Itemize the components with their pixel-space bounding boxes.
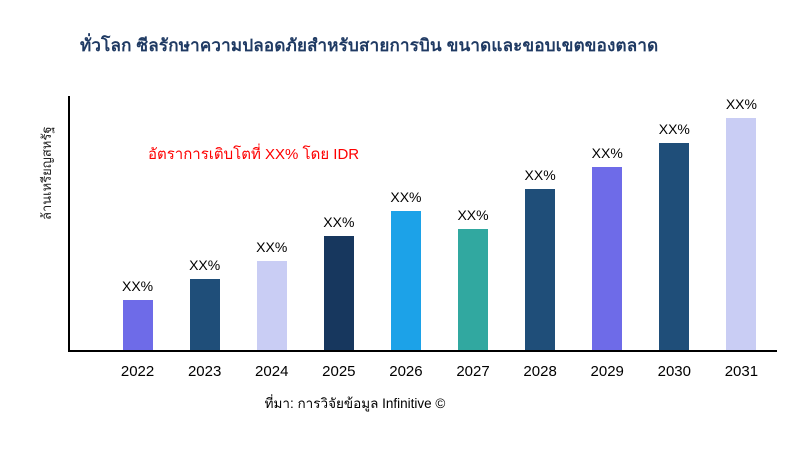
x-axis-tick-2023: 2023: [187, 363, 222, 380]
bar-2030[interactable]: [659, 143, 690, 350]
x-axis-line: [68, 350, 777, 352]
x-axis-tick-2026: 2026: [389, 363, 423, 380]
growth-rate-annotation: อัตราการเติบโตที่ XX% โดย IDR: [148, 146, 360, 163]
bar-value-label: XX%: [591, 145, 623, 161]
y-axis-line: [68, 96, 70, 352]
bar-value-label: XX%: [658, 121, 690, 137]
chart-title: ทั่วโลก ซีลรักษาความปลอดภัยสำหรับสายการบ…: [80, 36, 659, 55]
x-axis-tick-2030: 2030: [657, 363, 691, 380]
bar-2026[interactable]: [390, 211, 421, 350]
bar-2029[interactable]: [592, 167, 623, 350]
bar-value-label: XX%: [725, 96, 757, 112]
source-caption: ที่มา: การวิจัยข้อมูล Infinitive ©: [264, 396, 446, 411]
x-axis-tick-2025: 2025: [322, 363, 356, 380]
bar-value-label: XX%: [524, 167, 556, 183]
bar-2028[interactable]: [525, 189, 556, 350]
bar-value-label: XX%: [121, 278, 154, 294]
x-axis-tick-2024: 2024: [255, 363, 289, 380]
bar-2022[interactable]: [122, 300, 153, 350]
x-axis-tick-2027: 2027: [456, 363, 490, 380]
bar-group-2029: XX% 2029: [591, 145, 624, 380]
bar-group-2027: XX% 2027: [456, 207, 489, 380]
bar-group-2023: XX% 2023: [188, 257, 221, 380]
bar-group-2031: XX% 2031: [725, 96, 758, 380]
bar-2031[interactable]: [726, 118, 757, 350]
x-axis-tick-2022: 2022: [120, 363, 155, 380]
bar-group-2028: XX% 2028: [523, 167, 556, 380]
bar-2027[interactable]: [458, 229, 489, 350]
bar-2024[interactable]: [256, 261, 287, 350]
bar-chart: อัตราการเติบโตที่ XX% โดย IDR XX% 2022 XX%…: [70, 96, 775, 380]
bar-value-label: XX%: [323, 214, 355, 230]
bars-area: XX% 2022 XX% 2023 XX% 2024 XX% 2025 XX% 2026 XX% 20…: [70, 96, 775, 380]
bar-value-label: XX%: [256, 239, 288, 255]
x-axis-tick-2028: 2028: [523, 363, 557, 380]
bar-value-label: XX%: [390, 189, 422, 205]
x-axis-tick-2031: 2031: [724, 363, 759, 380]
y-axis-label: ล้านเหรียญสหรัฐ: [39, 126, 54, 220]
bar-value-label: XX%: [457, 207, 489, 223]
x-axis-tick-2029: 2029: [590, 363, 624, 380]
bar-group-2030: XX% 2030: [658, 121, 691, 380]
bar-group-2026: XX% 2026: [389, 189, 422, 380]
bar-group-2022: XX% 2022: [121, 278, 154, 380]
bar-group-2025: XX% 2025: [322, 214, 355, 380]
bar-value-label: XX%: [189, 257, 221, 273]
bar-2023[interactable]: [189, 279, 220, 350]
bar-2025[interactable]: [323, 236, 354, 350]
bar-group-2024: XX% 2024: [255, 239, 288, 380]
